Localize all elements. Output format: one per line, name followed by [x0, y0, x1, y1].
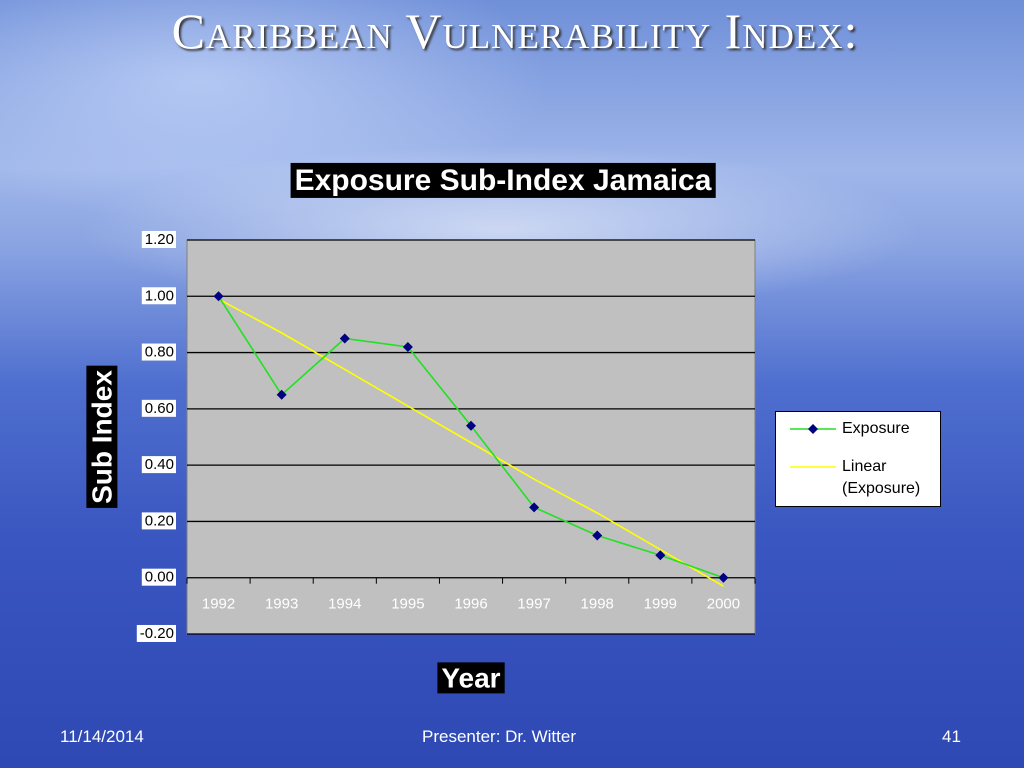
y-axis-label: Sub Index [86, 370, 117, 504]
x-tick-label: 1997 [517, 596, 550, 613]
y-tick-label: -0.20 [140, 625, 174, 642]
x-tick-label: 1993 [265, 596, 298, 613]
x-axis-label: Year [441, 662, 500, 693]
y-tick-label-bg [141, 568, 176, 586]
legend-marker [808, 424, 818, 434]
x-axis-label-box [437, 662, 505, 694]
footer-date: 11/14/2014 [60, 727, 144, 746]
marker [402, 341, 413, 352]
y-tick-label: 1.00 [145, 287, 174, 304]
marker [276, 389, 287, 400]
x-tick-label: 1996 [454, 596, 487, 613]
y-tick-label-bg [141, 512, 176, 530]
y-tick-label-bg [141, 287, 176, 305]
y-tick-label: 0.20 [145, 512, 174, 529]
footer-presenter: Presenter: Dr. Witter [422, 727, 576, 746]
marker [592, 530, 603, 541]
y-tick-label-bg [141, 230, 176, 248]
legend-keys [790, 424, 836, 468]
y-tick-label: 0.60 [145, 400, 174, 417]
plot-area [186, 239, 756, 635]
x-tick-label: 1992 [202, 596, 235, 613]
y-axis-label-box [86, 365, 118, 508]
x-tick-label: 1994 [328, 596, 361, 613]
y-tick-label: 0.00 [145, 569, 174, 586]
chart-title: Exposure Sub-Index Jamaica [295, 164, 712, 197]
footer-page: 41 [942, 727, 961, 746]
marker [213, 291, 224, 302]
y-tick-label-bg [141, 343, 176, 361]
y-tick-label: 0.80 [145, 344, 174, 361]
marker [339, 333, 350, 344]
legend-label: Linear (Exposure) [842, 458, 921, 497]
y-tick-label-bg [141, 399, 176, 417]
x-tick-label: 1999 [644, 596, 677, 613]
legend: Exposure Linear (Exposure) [775, 411, 941, 507]
marker [718, 572, 729, 583]
slide-title: Caribbean Vulnerability Index: [171, 3, 859, 59]
y-tick-label-bg [136, 624, 176, 642]
chart-title-box [290, 162, 716, 198]
y-tick-label-bg [141, 456, 176, 474]
marker [655, 550, 666, 561]
x-tick-label: 2000 [707, 596, 740, 613]
marker [466, 420, 476, 431]
trend-line [218, 298, 724, 587]
legend-label: Exposure [842, 420, 910, 437]
y-tick-label: 1.20 [145, 231, 174, 248]
x-tick-label: 1998 [581, 596, 614, 613]
x-tick-label: 1995 [391, 596, 424, 613]
y-tick-label: 0.40 [145, 456, 174, 473]
marker [529, 502, 540, 513]
